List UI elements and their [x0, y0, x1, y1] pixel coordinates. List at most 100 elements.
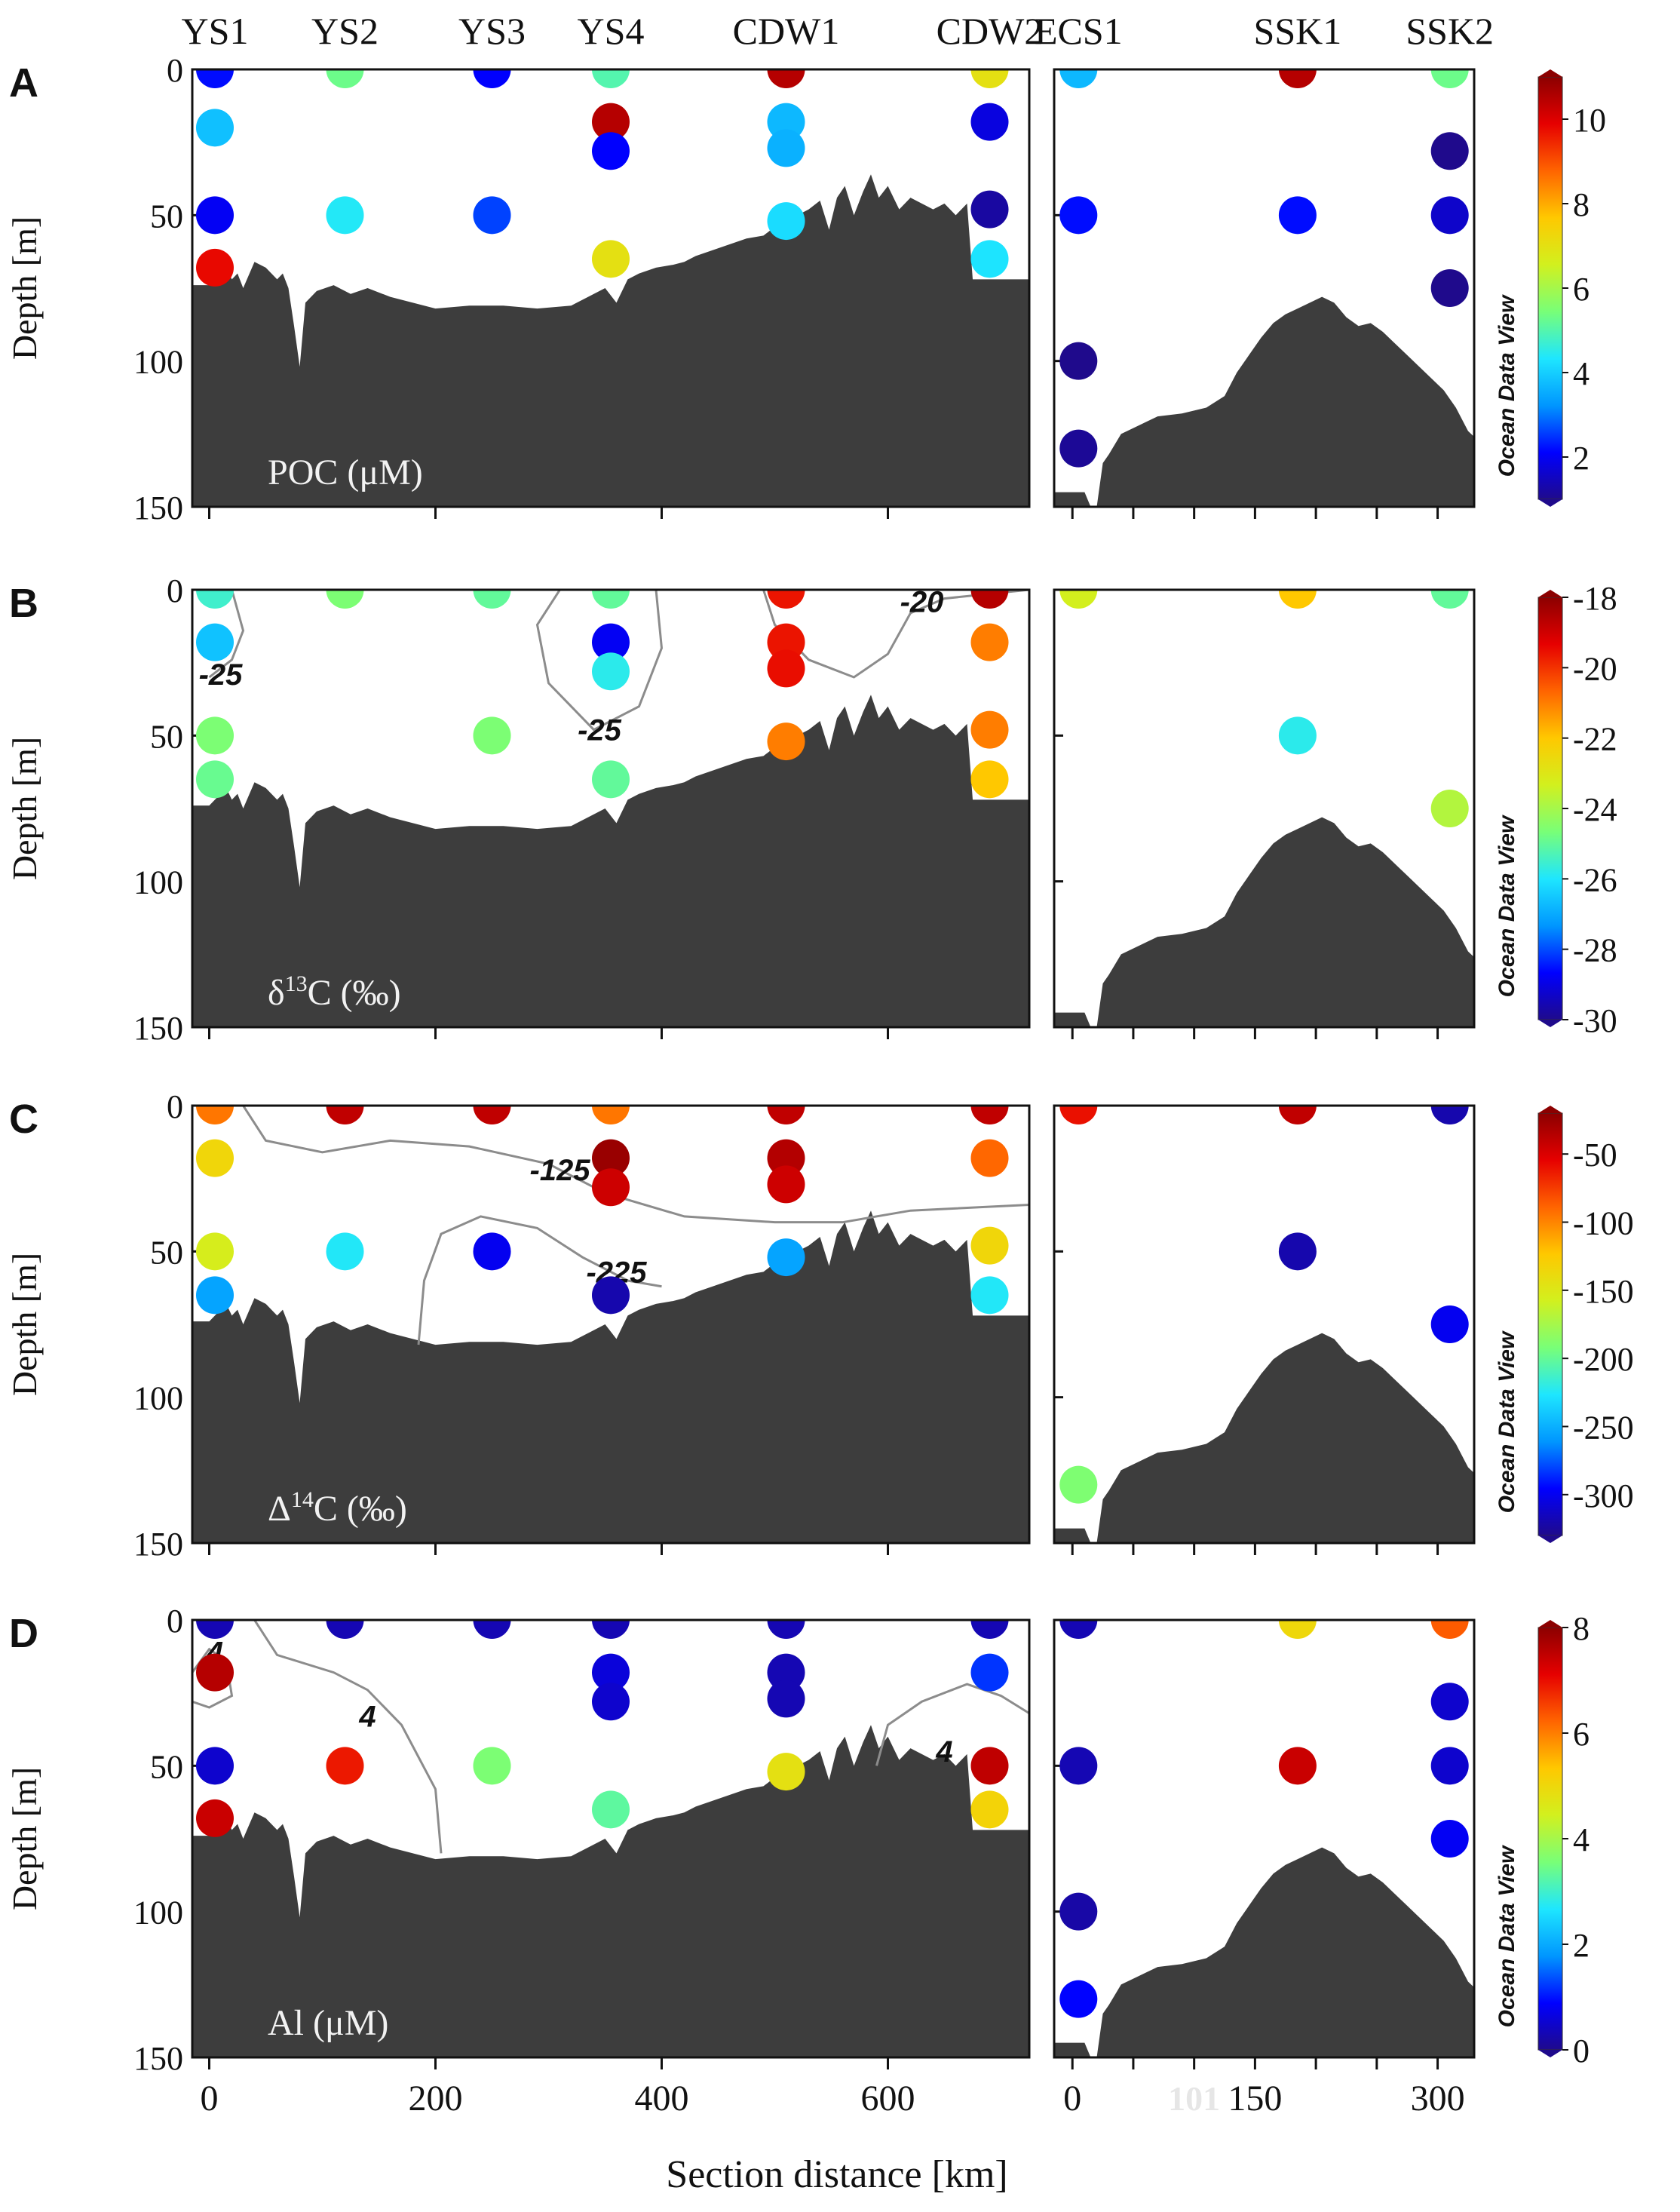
data-point-cdw1: [767, 1165, 805, 1204]
colorbar-tick-label: -22: [1573, 721, 1617, 758]
colorbar-tick-label: -20: [1573, 650, 1617, 687]
data-point-ssk2: [1430, 790, 1469, 827]
seafloor-bathymetry-right: [1054, 1333, 1474, 1543]
variable-label-prefix: δ: [268, 973, 285, 1013]
colorbar: [1537, 1627, 1563, 2051]
data-point-ssk2: [1430, 196, 1469, 235]
data-point-ecs1: [1059, 590, 1098, 609]
variable-label-prefix: Al: [268, 2003, 313, 2043]
data-point-ys1: [196, 1232, 234, 1271]
colorbar-tick-label: -28: [1573, 932, 1617, 969]
data-point-ys1: [196, 1620, 234, 1639]
colorbar: [1537, 597, 1563, 1020]
variable-label-prefix: POC: [268, 453, 347, 492]
plot-frame-left: [191, 68, 1031, 508]
data-point-cdw2: [970, 69, 1009, 88]
x-tick-label: 300: [1411, 2079, 1465, 2118]
data-point-ys1: [196, 716, 234, 755]
data-point-cdw1: [767, 1238, 805, 1277]
data-point-ecs1: [1059, 1465, 1098, 1504]
data-point-cdw2: [970, 1653, 1009, 1692]
data-point-ys3: [473, 716, 511, 755]
panel-letter: B: [9, 581, 38, 626]
data-point-ecs1: [1059, 1620, 1098, 1639]
variable-label-superscript: 14: [291, 1487, 314, 1512]
variable-label-superscript: 13: [285, 971, 308, 996]
colorbar: [1537, 76, 1563, 500]
data-point-cdw2: [970, 240, 1009, 278]
data-point-cdw1: [767, 69, 805, 88]
data-point-ys4: [592, 1106, 630, 1124]
data-point-cdw2: [970, 1276, 1009, 1315]
seafloor-bathymetry-right: [1054, 296, 1474, 507]
station-label-ssk2: SSK2: [1406, 10, 1494, 52]
colorbar-tick-label: 4: [1573, 355, 1590, 392]
data-point-cdw2: [970, 710, 1009, 749]
data-point-ssk2: [1430, 1747, 1469, 1785]
station-label-cdw2: CDW2: [937, 10, 1044, 52]
data-point-ys4: [592, 1139, 630, 1177]
data-point-ys4: [592, 240, 630, 278]
colorbar-caption: Ocean Data View: [1495, 815, 1519, 997]
colorbar-tick-label: -250: [1573, 1409, 1634, 1446]
data-point-cdw1: [767, 129, 805, 167]
data-point-ys2: [326, 1747, 364, 1785]
data-point-ssk2: [1430, 1620, 1469, 1639]
y-tick-label: 50: [150, 718, 183, 755]
data-point-ys4: [592, 760, 630, 799]
variable-label-suffix: (μM): [313, 2003, 388, 2043]
data-point-cdw2: [970, 1106, 1009, 1124]
panel-a: A Depth [m] 0 50 100 150 POC (μM) 2 4 6 8 10 Ocean D…: [5, 52, 1606, 526]
y-tick-label: 0: [167, 1603, 183, 1640]
data-point-ssk2: [1430, 1820, 1469, 1858]
seafloor-bathymetry-right: [1054, 1847, 1474, 2057]
data-point-cdw1: [767, 1139, 805, 1177]
data-point-cdw1: [767, 649, 805, 688]
data-point-ssk1: [1278, 196, 1317, 235]
contour-label: 4: [935, 1735, 952, 1769]
contour-label: -20: [900, 585, 944, 618]
data-point-cdw1: [767, 623, 805, 661]
data-point-ssk2: [1430, 69, 1469, 88]
data-point-ys2: [326, 1232, 364, 1271]
contour-label: -25: [199, 658, 244, 692]
data-point-cdw2: [970, 190, 1009, 229]
colorbar-tick-label: -18: [1573, 580, 1617, 617]
x-tick-label: 0: [201, 2079, 219, 2118]
colorbar-bottom-arrow: [1538, 1536, 1562, 1543]
colorbar-tick-label: 8: [1573, 1610, 1590, 1647]
y-axis-label: Depth [m]: [5, 1253, 44, 1396]
data-point-ys4: [592, 1276, 630, 1315]
data-point-ys3: [473, 1747, 511, 1785]
data-point-ssk1: [1278, 69, 1317, 88]
data-point-cdw2: [970, 103, 1009, 141]
data-point-ys3: [473, 590, 511, 609]
data-point-ssk2: [1430, 132, 1469, 170]
y-axis-label: Depth [m]: [5, 216, 44, 360]
contour-label: 4: [358, 1701, 376, 1734]
data-point-ys2: [326, 1620, 364, 1639]
y-tick-label: 0: [167, 1088, 183, 1125]
data-point-ys1: [196, 109, 234, 147]
contour-line: [535, 590, 664, 732]
colorbar-caption: Ocean Data View: [1495, 1330, 1519, 1513]
data-point-ssk2: [1430, 1305, 1469, 1343]
variable-label-prefix: Δ: [268, 1489, 291, 1529]
y-tick-label: 0: [167, 52, 183, 89]
panel-b: B Depth [m] 0 50 100 150 -25 -25 -20 δ13C (‰) -18 -…: [5, 572, 1617, 1047]
data-point-ys1: [196, 1747, 234, 1785]
variable-label-suffix: (μM): [347, 453, 422, 492]
data-point-ecs1: [1059, 196, 1098, 235]
panel-letter: D: [9, 1611, 38, 1656]
data-point-ssk2: [1430, 1106, 1469, 1124]
data-point-ys4: [592, 652, 630, 691]
contour-line: [242, 1106, 1029, 1224]
data-point-cdw1: [767, 103, 805, 141]
y-tick-label: 150: [133, 1010, 183, 1047]
x-tick-label: 600: [861, 2079, 915, 2118]
colorbar-caption: Ocean Data View: [1495, 294, 1519, 477]
data-point-cdw1: [767, 723, 805, 761]
data-point-ecs1: [1059, 69, 1098, 88]
